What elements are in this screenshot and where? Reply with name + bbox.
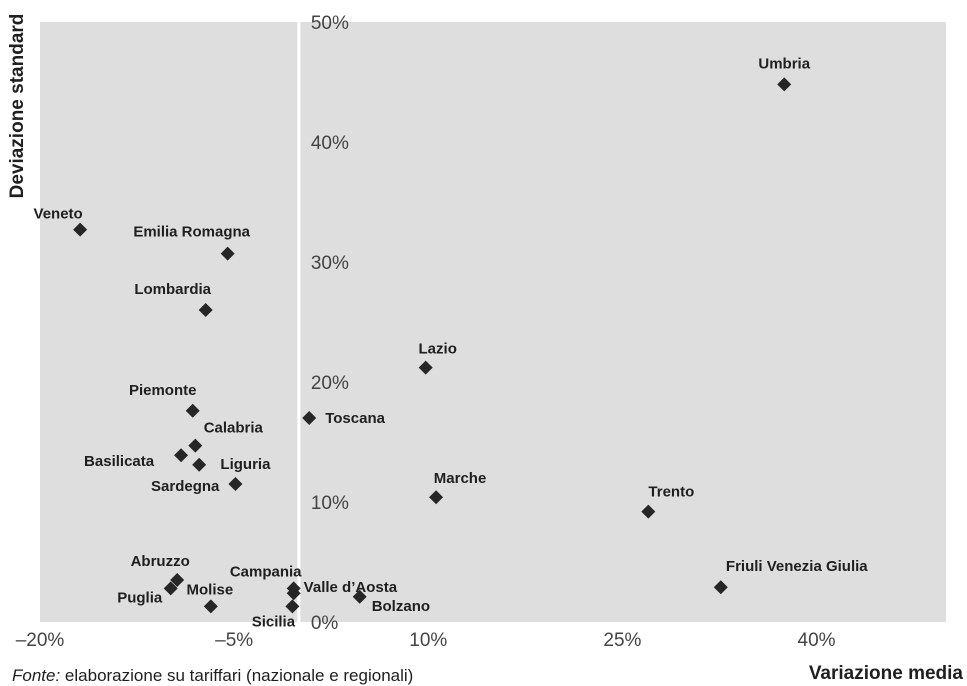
data-point-marker	[777, 77, 792, 92]
x-tick-label: –5%	[215, 630, 253, 651]
data-point-label: Valle d’Aosta	[304, 579, 398, 596]
source-note: Fonte: elaborazione su tariffari (nazion…	[12, 666, 413, 686]
data-point-label: Calabria	[204, 420, 264, 437]
data-point-marker	[429, 490, 444, 505]
data-point-marker	[286, 586, 301, 601]
x-axis-ticks: –20% –5% 10% 25% 40%	[16, 630, 836, 651]
data-point-marker	[713, 580, 728, 595]
data-point-label: Lombardia	[134, 281, 211, 298]
data-point-label: Trento	[648, 484, 694, 501]
x-axis-title: Variazione media	[809, 663, 964, 684]
plot-area	[40, 22, 946, 622]
data-point-marker	[352, 589, 367, 604]
data-point-marker	[73, 222, 88, 237]
x-tick-label: 25%	[603, 630, 641, 651]
data-point-label: Puglia	[117, 589, 163, 606]
data-point-label: Molise	[187, 581, 234, 598]
y-tick-label: 20%	[311, 373, 349, 394]
data-point-marker	[185, 403, 200, 418]
y-tick-label: 40%	[311, 133, 349, 154]
data-point-marker	[163, 581, 178, 596]
data-point-marker	[170, 573, 185, 587]
y-tick-label: 30%	[311, 253, 349, 274]
y-tick-label: 10%	[311, 493, 349, 514]
data-point-label: Sicilia	[252, 613, 296, 630]
x-tick-label: 40%	[798, 630, 836, 651]
data-points	[73, 77, 792, 614]
data-point-marker	[192, 457, 207, 472]
x-tick-label: –20%	[16, 630, 65, 651]
data-point-marker	[198, 303, 213, 317]
data-point-marker	[188, 438, 203, 453]
data-point-label: Liguria	[220, 456, 271, 473]
data-point-marker	[641, 504, 656, 519]
y-tick-label: 50%	[311, 13, 349, 34]
data-point-marker	[228, 477, 243, 491]
data-point-marker	[285, 599, 300, 614]
data-point-label: Sardegna	[151, 478, 220, 495]
data-point-marker	[203, 599, 218, 614]
data-point-marker	[174, 448, 189, 463]
data-point-label: Toscana	[325, 410, 385, 427]
y-tick-label: 0%	[311, 613, 339, 634]
source-text: elaborazione su tariffari (nazionale e r…	[60, 666, 414, 685]
data-point-label: Piemonte	[129, 382, 197, 399]
data-point-marker	[418, 360, 433, 375]
data-point-label: Umbria	[758, 55, 810, 72]
data-point-label: Bolzano	[372, 598, 430, 615]
data-point-label: Veneto	[34, 206, 83, 223]
x-tick-label: 10%	[409, 630, 447, 651]
point-labels: Umbria Veneto Emilia Romagna Lombardia Lazio…	[34, 55, 869, 630]
data-point-label: Abruzzo	[131, 553, 190, 570]
data-point-marker	[220, 246, 235, 261]
data-point-label: Emilia Romagna	[133, 224, 250, 241]
data-point-label: Marche	[434, 470, 487, 487]
data-point-marker	[302, 411, 317, 425]
data-point-label: Lazio	[419, 341, 457, 358]
data-point-label: Basilicata	[84, 453, 155, 470]
data-point-label: Friuli Venezia Giulia	[726, 558, 868, 575]
data-point-label: Campania	[230, 563, 302, 580]
y-axis-ticks: 0% 10% 20% 30% 40% 50%	[311, 13, 349, 634]
y-axis-title: Deviazione standard	[7, 14, 28, 199]
source-prefix: Fonte:	[12, 666, 61, 685]
